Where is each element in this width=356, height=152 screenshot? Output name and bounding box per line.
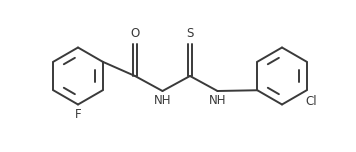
Text: O: O	[130, 28, 140, 40]
Text: NH: NH	[154, 95, 171, 107]
Text: NH: NH	[209, 95, 226, 107]
Text: F: F	[75, 108, 81, 121]
Text: Cl: Cl	[306, 95, 318, 108]
Text: S: S	[186, 28, 194, 40]
